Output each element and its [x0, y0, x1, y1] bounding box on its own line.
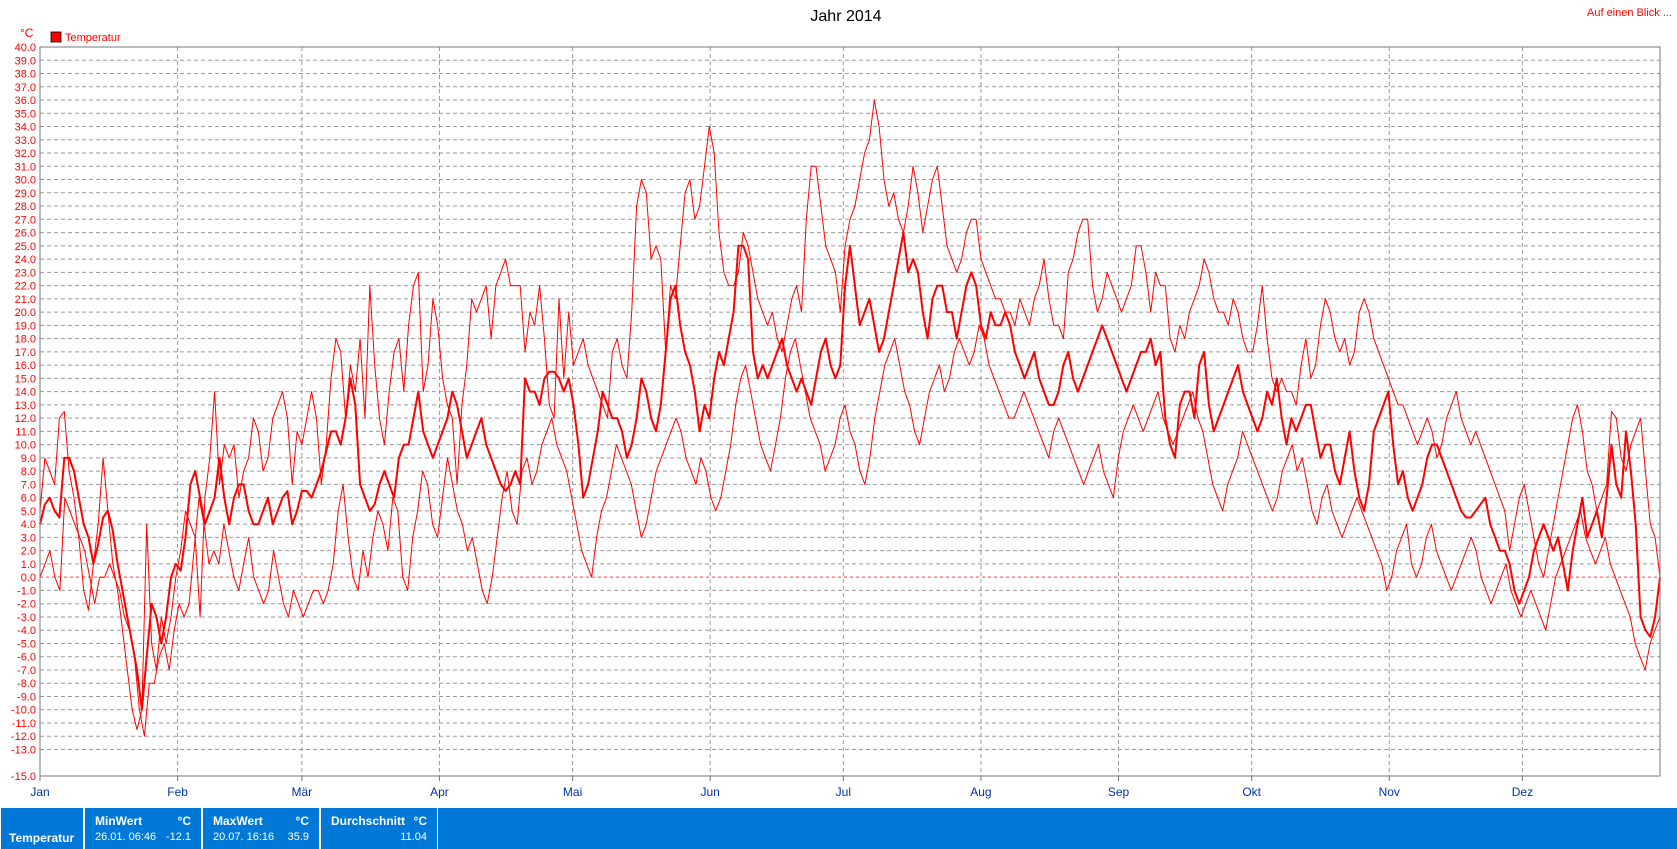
- y-tick-label: 24.0: [15, 254, 36, 266]
- y-tick-label: 31.0: [15, 161, 36, 173]
- y-tick-label: 2.0: [21, 546, 36, 558]
- stat-avg-header: Durchschnitt: [331, 814, 406, 828]
- stat-avg: Durchschnitt °C 11.04: [320, 808, 438, 849]
- y-tick-label: 34.0: [15, 122, 36, 134]
- y-tick-label: -11.0: [12, 718, 36, 730]
- y-tick-label: 19.0: [15, 320, 36, 332]
- x-tick-label: Aug: [970, 785, 991, 799]
- y-tick-label: 12.0: [15, 413, 36, 425]
- y-tick-label: 15.0: [15, 373, 36, 385]
- y-tick-label: 9.0: [21, 453, 36, 465]
- stat-min: MinWert °C 26.01. 06:46 -12.1: [84, 808, 202, 849]
- x-tick-label: Jun: [701, 785, 720, 799]
- x-tick-label: Dez: [1512, 785, 1533, 799]
- stat-min-unit: °C: [177, 814, 191, 828]
- stat-min-datetime: 26.01. 06:46: [95, 831, 157, 843]
- x-tick-label: Jul: [836, 785, 851, 799]
- series-line-mittel: [39, 231, 1661, 711]
- plot-frame: [39, 46, 1661, 777]
- stats-row-label-cell: Temperatur: [0, 808, 84, 849]
- y-tick-label: 22.0: [15, 281, 36, 293]
- y-tick-label: 39.0: [15, 55, 36, 67]
- x-tick-label: Mär: [292, 785, 313, 799]
- y-tick-label: 6.0: [21, 493, 36, 505]
- y-tick-label: 16.0: [15, 360, 36, 372]
- y-tick-label: -6.0: [17, 652, 36, 664]
- stat-max: MaxWert °C 20.07. 16:16 35.9: [202, 808, 320, 849]
- y-tick-label: 37.0: [15, 82, 36, 94]
- y-unit-label: °C: [20, 26, 34, 40]
- y-tick-label: -15.0: [11, 771, 36, 783]
- y-tick-label: 35.0: [15, 108, 36, 120]
- y-axis-ticks: 40.039.0 38.037.036.035.0 34.033.032.031.0…: [11, 42, 36, 783]
- x-tick-label: Jan: [30, 785, 49, 799]
- y-tick-label: 17.0: [15, 347, 36, 359]
- stat-max-datetime: 20.07. 16:16: [213, 831, 275, 843]
- x-tick-label: Apr: [430, 785, 449, 799]
- series-layer: [39, 99, 1661, 737]
- x-tick-label: Feb: [167, 785, 188, 799]
- y-tick-label: 29.0: [15, 188, 36, 200]
- y-tick-label: -13.0: [11, 744, 36, 756]
- x-tick-label: Sep: [1108, 785, 1130, 799]
- y-tick-label: 32.0: [15, 148, 36, 160]
- stat-max-unit: °C: [295, 814, 309, 828]
- y-tick-label: 36.0: [15, 95, 36, 107]
- series-line-max: [39, 99, 1661, 731]
- y-tick-label: 13.0: [15, 400, 36, 412]
- stat-max-header: MaxWert: [213, 814, 263, 828]
- y-tick-label: 14.0: [15, 387, 36, 399]
- y-tick-label: 5.0: [21, 506, 36, 518]
- x-tick-label: Nov: [1379, 785, 1400, 799]
- y-tick-label: 1.0: [21, 559, 36, 571]
- stats-row-label: Temperatur: [9, 831, 75, 845]
- stats-bar: Temperatur MinWert °C 26.01. 06:46 -12.1…: [0, 808, 1677, 849]
- y-tick-label: 27.0: [15, 214, 36, 226]
- stat-max-value: 35.9: [287, 831, 309, 843]
- chart-title: Jahr 2014: [810, 8, 881, 25]
- y-tick-label: -3.0: [17, 612, 36, 624]
- y-tick-label: -9.0: [17, 691, 36, 703]
- y-tick-label: -2.0: [17, 599, 36, 611]
- grid: [40, 47, 1660, 776]
- series-line-min: [39, 324, 1661, 737]
- y-tick-label: -5.0: [17, 638, 36, 650]
- y-tick-label: 4.0: [21, 519, 36, 531]
- y-tick-label: 0.0: [21, 572, 36, 584]
- y-tick-label: 11.0: [15, 426, 36, 438]
- y-tick-label: 3.0: [21, 532, 36, 544]
- y-tick-label: -7.0: [17, 665, 36, 677]
- y-tick-label: 30.0: [15, 175, 36, 187]
- stat-min-header: MinWert: [95, 814, 143, 828]
- stat-avg-value: 11.04: [400, 831, 427, 843]
- stat-avg-unit: °C: [413, 814, 427, 828]
- overview-link[interactable]: Auf einen Blick ...: [1587, 7, 1672, 19]
- y-tick-label: 33.0: [15, 135, 36, 147]
- y-tick-label: 21.0: [15, 294, 36, 306]
- chart: Jahr 2014 Auf einen Blick ... °C Tempera…: [11, 7, 1672, 799]
- y-tick-label: 26.0: [15, 228, 36, 240]
- stat-min-value: -12.1: [165, 831, 191, 843]
- y-tick-label: 20.0: [15, 307, 36, 319]
- y-tick-label: 40.0: [15, 42, 36, 54]
- legend-swatch: [50, 31, 62, 43]
- legend-label: Temperatur: [65, 32, 121, 44]
- y-tick-label: 28.0: [15, 201, 36, 213]
- y-tick-label: 10.0: [15, 440, 36, 452]
- y-tick-label: -4.0: [17, 625, 36, 637]
- x-axis-ticks: Jan Feb Mär Apr Mai Jun Jul Aug Sep Okt Nov Dez: [30, 776, 1533, 799]
- y-tick-label: 38.0: [15, 69, 36, 81]
- y-tick-label: -1.0: [17, 585, 36, 597]
- y-tick-label: -10.0: [11, 705, 36, 717]
- y-tick-label: 8.0: [21, 466, 36, 478]
- y-tick-label: 25.0: [15, 241, 36, 253]
- x-tick-label: Okt: [1242, 785, 1261, 799]
- x-tick-label: Mai: [563, 785, 582, 799]
- y-tick-label: 23.0: [15, 267, 36, 279]
- y-tick-label: -12.0: [11, 731, 36, 743]
- y-tick-label: 7.0: [21, 479, 36, 491]
- y-tick-label: -8.0: [17, 678, 36, 690]
- y-tick-label: 18.0: [15, 334, 36, 346]
